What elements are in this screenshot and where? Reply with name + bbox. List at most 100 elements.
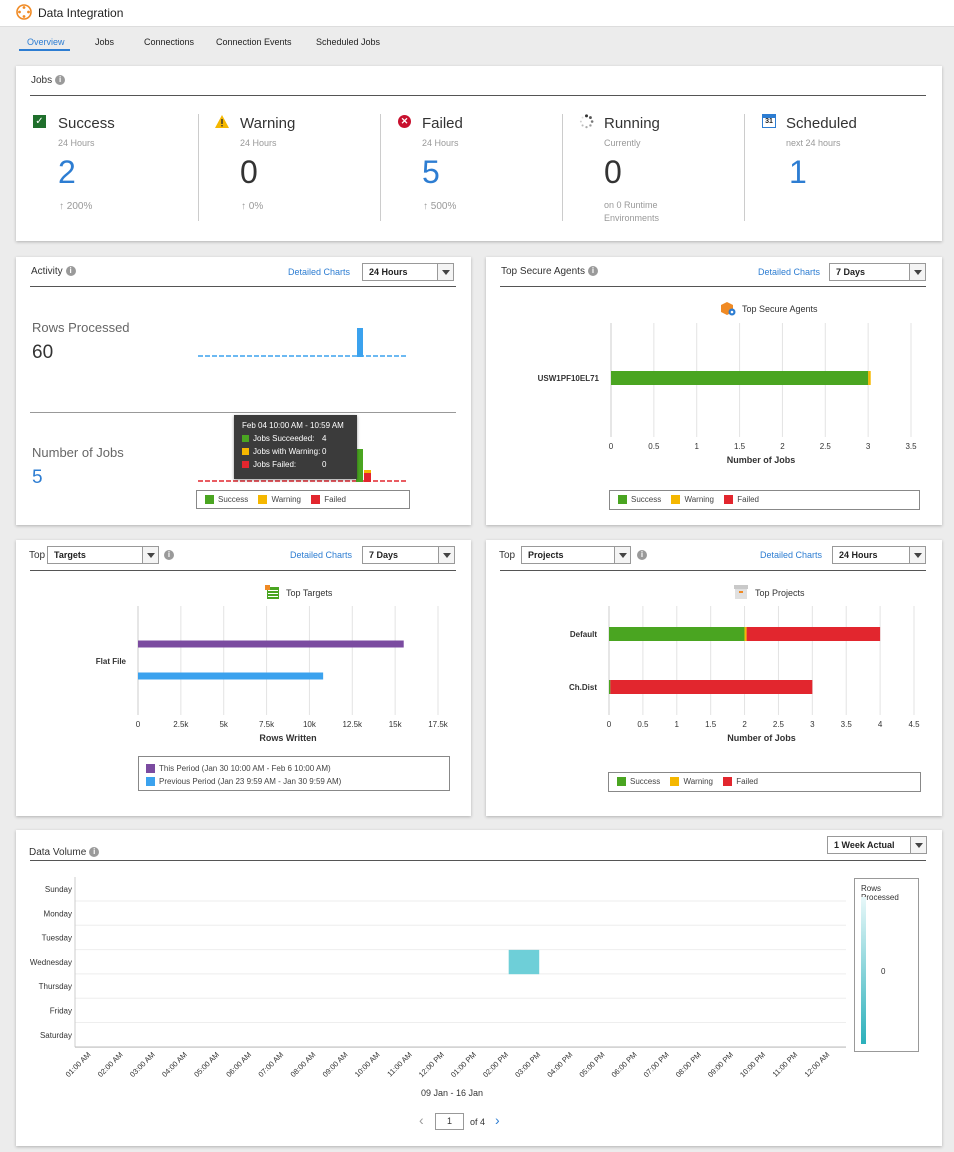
- kpi-divider: [198, 114, 199, 221]
- app-header: Data Integration: [0, 0, 954, 27]
- legend-item-success[interactable]: Success: [205, 495, 248, 505]
- kpi-value[interactable]: 5: [422, 154, 440, 190]
- detailed-charts-link[interactable]: Detailed Charts: [760, 550, 823, 560]
- day-label: Monday: [44, 909, 72, 918]
- legend-item-failed[interactable]: Failed: [311, 495, 346, 505]
- chevron-right-icon[interactable]: ›: [495, 1112, 500, 1128]
- legend-item-warning[interactable]: Warning: [670, 777, 713, 787]
- rows-processed-value: 60: [32, 342, 54, 363]
- legend-item-failed[interactable]: Failed: [724, 495, 759, 505]
- day-label: Saturday: [40, 1031, 72, 1040]
- legend-label: Warning: [684, 495, 714, 504]
- kpi-label: Failed: [422, 115, 463, 132]
- legend-item-previous-period[interactable]: Previous Period (Jan 23 9:59 AM - Jan 30…: [146, 775, 442, 788]
- tab-jobs[interactable]: Jobs: [95, 37, 115, 47]
- detailed-charts-link[interactable]: Detailed Charts: [290, 550, 353, 560]
- hour-label: 02:00 PM: [481, 1050, 510, 1079]
- day-label: Tuesday: [42, 934, 72, 943]
- detailed-charts-link[interactable]: Detailed Charts: [288, 267, 351, 277]
- tab-connections[interactable]: Connections: [144, 37, 195, 47]
- jobs-rule: [30, 95, 926, 96]
- page-input[interactable]: 1: [435, 1113, 464, 1130]
- x-tick-label: 17.5k: [428, 720, 449, 729]
- info-icon[interactable]: i: [587, 266, 598, 277]
- legend-item-warning[interactable]: Warning: [671, 495, 714, 505]
- activity-divider: [30, 412, 456, 413]
- legend-item-success[interactable]: Success: [618, 495, 661, 505]
- number-of-jobs-value[interactable]: 5: [32, 467, 43, 488]
- targets-range-select[interactable]: 7 Days: [362, 546, 455, 564]
- info-icon[interactable]: i: [637, 550, 647, 560]
- bar-success: [611, 371, 869, 385]
- tab-scheduled-jobs[interactable]: Scheduled Jobs: [316, 37, 381, 47]
- legend-item-success[interactable]: Success: [617, 777, 661, 787]
- kpi-divider: [380, 114, 381, 221]
- volume-range-select[interactable]: 1 Week Actual: [827, 836, 927, 854]
- targets-legend: This Period (Jan 30 10:00 AM - Feb 6 10:…: [138, 756, 450, 791]
- x-tick-label: 7.5k: [259, 720, 275, 729]
- tooltip-row: Jobs Failed: 0: [242, 460, 349, 473]
- heatmap-cell: [508, 949, 540, 975]
- hour-label: 12:00 AM: [803, 1050, 832, 1079]
- kpi-delta-value: on 0 Runtime Environments: [604, 200, 660, 223]
- x-tick-label: 0.5: [648, 442, 660, 451]
- x-tick-label: 3: [866, 442, 871, 451]
- targets-type-select[interactable]: Targets: [47, 546, 159, 564]
- legend-item-failed[interactable]: Failed: [723, 777, 758, 787]
- kpi-scheduled[interactable]: 31 Scheduled next 24 hours 1: [745, 66, 942, 241]
- hour-label: 05:00 AM: [192, 1050, 221, 1079]
- x-tick-label: 1.5: [705, 720, 717, 729]
- info-icon[interactable]: i: [164, 550, 174, 560]
- warning-swatch: [258, 495, 268, 505]
- projects-range-select[interactable]: 24 Hours: [832, 546, 926, 564]
- kpi-warning[interactable]: Warning 24 Hours 0 ↑ 0%: [199, 66, 380, 241]
- info-icon[interactable]: i: [89, 847, 100, 858]
- volume-scale: Rows Processed 0: [854, 878, 919, 1052]
- projects-type-select[interactable]: Projects: [521, 546, 631, 564]
- chevron-down-icon: [142, 547, 158, 563]
- x-tick-label: 0: [609, 442, 614, 451]
- x-tick-label: 0: [136, 720, 141, 729]
- info-icon[interactable]: i: [55, 75, 66, 86]
- hour-label: 03:00 PM: [513, 1050, 542, 1079]
- activity-range-select[interactable]: 24 Hours: [362, 263, 454, 281]
- arrow-up-icon: ↑: [241, 201, 249, 212]
- info-icon[interactable]: i: [65, 266, 76, 277]
- legend-label: Success: [630, 777, 661, 786]
- arrow-up-icon: ↑: [59, 201, 67, 212]
- kpi-running[interactable]: Running Currently 0 on 0 Runtime Environ…: [563, 66, 744, 241]
- spinner-icon: [579, 114, 594, 129]
- bar-series-0: [138, 640, 404, 648]
- hour-label: 03:00 AM: [128, 1050, 157, 1079]
- tooltip-row-label: Jobs Succeeded:: [253, 434, 315, 443]
- projects-range-value: 24 Hours: [839, 550, 878, 560]
- detailed-charts-link[interactable]: Detailed Charts: [758, 267, 821, 277]
- kpi-value[interactable]: 1: [789, 154, 807, 190]
- legend-item-warning[interactable]: Warning: [258, 495, 301, 505]
- kpi-success[interactable]: ✓ Success 24 Hours 2 ↑ 200%: [16, 66, 198, 241]
- x-tick-label: 2: [780, 442, 785, 451]
- legend-item-this-period[interactable]: This Period (Jan 30 10:00 AM - Feb 6 10:…: [146, 762, 442, 775]
- scale-label: Rows Processed: [861, 884, 899, 902]
- kpi-failed[interactable]: ✕ Failed 24 Hours 5 ↑ 500%: [381, 66, 562, 241]
- success-swatch: [205, 495, 214, 505]
- purple-swatch: [146, 764, 155, 774]
- hour-label: 04:00 AM: [160, 1050, 189, 1079]
- agents-range-select[interactable]: 7 Days: [829, 263, 926, 281]
- kpi-label: Scheduled: [786, 115, 857, 132]
- checkbox-icon: ✓: [33, 115, 46, 128]
- x-tick-label: 2: [742, 720, 747, 729]
- chevron-left-icon[interactable]: ‹: [419, 1112, 424, 1128]
- x-tick-label: 3: [810, 720, 815, 729]
- jobs-warning-bar: [364, 470, 371, 473]
- bar-warning: [744, 627, 747, 641]
- tab-overview[interactable]: Overview: [27, 37, 65, 47]
- activity-tooltip: Feb 04 10:00 AM - 10:59 AM Jobs Succeede…: [234, 415, 357, 479]
- x-tick-label: 0.5: [637, 720, 649, 729]
- x-tick-label: 1: [675, 720, 680, 729]
- agents-chart-title: Top Secure Agents: [742, 304, 818, 314]
- y-category-label: Flat File: [96, 657, 127, 666]
- pagination: ‹ 1 of 4 ›: [419, 1112, 519, 1132]
- kpi-value[interactable]: 2: [58, 154, 76, 190]
- tab-connection-events[interactable]: Connection Events: [216, 37, 292, 47]
